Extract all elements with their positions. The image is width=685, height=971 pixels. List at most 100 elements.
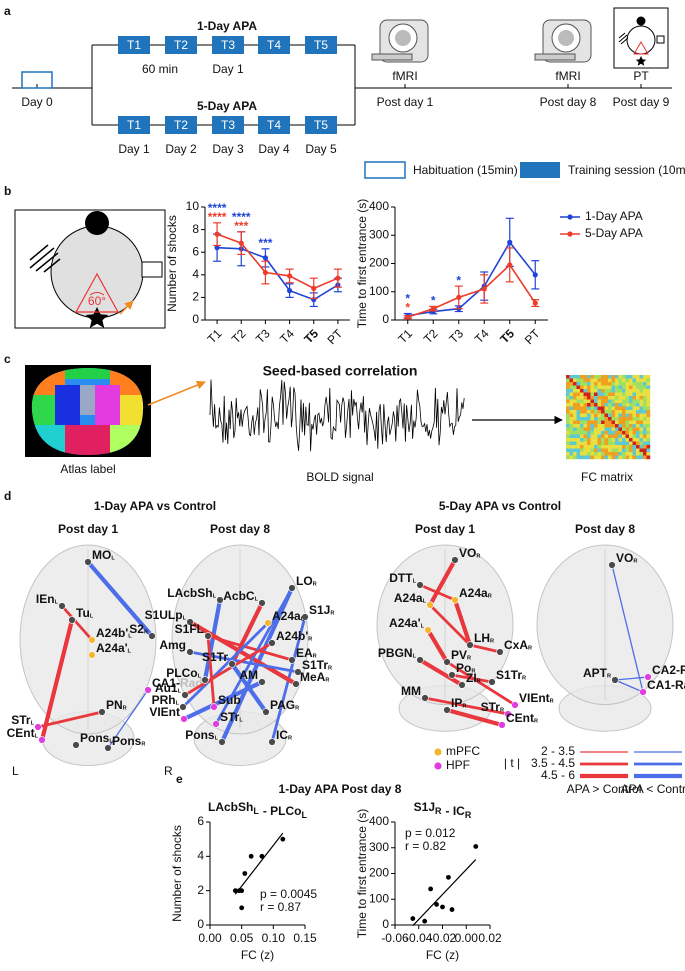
x-tick-label: T3	[253, 326, 273, 346]
protocol-title: 5-Day APA	[197, 99, 257, 113]
node	[608, 561, 616, 569]
node-label-sub: R	[141, 742, 145, 748]
node-label-main: A24a	[394, 591, 423, 605]
fc-cell	[576, 441, 581, 446]
comparison-title: 1-Day APA vs Control	[94, 499, 216, 513]
point	[286, 288, 293, 294]
fc-cell	[569, 413, 574, 418]
fc-cell	[604, 445, 609, 449]
point	[434, 902, 439, 907]
connection	[445, 660, 517, 707]
fc-cell	[611, 385, 616, 390]
fc-cell	[583, 441, 588, 446]
node-label: DTTL	[389, 571, 416, 585]
fc-cell	[597, 399, 602, 404]
fc-cell	[608, 434, 612, 439]
node-label-sub: R	[308, 637, 312, 643]
node-label-main: S1Tr	[496, 668, 522, 682]
fc-cell	[622, 399, 626, 404]
panel-label: a	[4, 4, 11, 18]
fc-cell	[629, 392, 633, 397]
fc-cell	[601, 420, 605, 425]
fc-cell	[618, 399, 623, 404]
fc-cell	[618, 452, 623, 456]
node-label: AM	[239, 668, 258, 682]
node-label: STrL	[220, 710, 243, 724]
legend-label: 2 - 3.5	[541, 744, 575, 758]
fc-cell	[622, 445, 626, 449]
fc-cell	[608, 441, 612, 446]
day-label: Day 1	[118, 142, 150, 156]
title-sub: R	[435, 806, 442, 816]
fc-cell	[618, 406, 623, 411]
node-label: A24aL	[394, 591, 427, 605]
node	[218, 738, 226, 746]
node-label-main: Pons	[112, 734, 142, 748]
fc-cell	[583, 424, 588, 428]
fc-cell	[611, 417, 616, 421]
connection	[60, 604, 94, 642]
node-label-sub: R	[500, 708, 504, 714]
fc-cell	[622, 413, 626, 418]
legend-label: HPF	[446, 758, 470, 772]
fc-cell	[646, 375, 651, 379]
node-label-main: Pons	[185, 728, 215, 742]
node-label-main: STr	[220, 710, 240, 724]
fc-cell	[590, 417, 595, 421]
hemisphere-label: R	[164, 764, 173, 778]
fc-cell	[566, 424, 570, 428]
fc-cell	[618, 420, 623, 425]
fc-cell	[643, 392, 647, 397]
fc-cell	[601, 413, 605, 418]
fc-cell	[615, 389, 619, 393]
fc-cell	[646, 382, 651, 386]
fc-cell	[566, 396, 570, 400]
fc-cell	[601, 445, 605, 449]
fc-cell	[632, 434, 637, 439]
fc-cell	[646, 396, 651, 400]
fc-cell	[643, 403, 647, 407]
connection	[452, 597, 473, 648]
fc-cell	[625, 441, 630, 446]
point	[507, 239, 513, 245]
fit-line	[412, 859, 477, 927]
node-label: MOL	[92, 548, 115, 562]
node-label-sub: R	[633, 559, 637, 565]
node-label-main: Amg	[159, 638, 186, 652]
legend-marker	[567, 231, 573, 237]
y-tick-label: 100	[369, 284, 389, 298]
legend-marker	[567, 214, 573, 220]
fc-cell	[646, 438, 651, 442]
node-label-main: PRh	[152, 693, 176, 707]
fc-cell	[587, 420, 591, 425]
node-label: S2R	[129, 622, 148, 636]
fc-cell	[646, 378, 651, 383]
x-tick-label: 0.05	[230, 931, 254, 945]
significance-stars: *	[431, 294, 436, 308]
fc-cell	[611, 410, 616, 414]
fc-cell	[625, 448, 630, 453]
series-line	[407, 263, 536, 318]
node-label-main: S1J	[309, 603, 330, 617]
node-label-sub: R	[534, 719, 538, 725]
fc-cell	[590, 427, 595, 432]
fc-cell	[636, 375, 640, 379]
node-label-main: MM	[401, 684, 421, 698]
node-label-main: PV	[451, 648, 467, 662]
fc-cell	[615, 431, 619, 435]
fc-cell	[604, 396, 609, 400]
fc-cell	[643, 406, 647, 411]
node-label: LAcbShL	[167, 586, 216, 600]
fc-cell	[622, 431, 626, 435]
fc-cell	[615, 410, 619, 414]
point	[259, 853, 265, 859]
fc-cell	[597, 396, 602, 400]
fc-cell	[580, 406, 584, 411]
scan-label: fMRI	[555, 69, 580, 83]
point	[262, 255, 269, 261]
fc-cell	[580, 427, 584, 432]
session-box	[165, 116, 197, 134]
fc-cell	[608, 445, 612, 449]
node-label-sub: L	[239, 718, 243, 724]
node-label-sub: R	[123, 706, 127, 712]
